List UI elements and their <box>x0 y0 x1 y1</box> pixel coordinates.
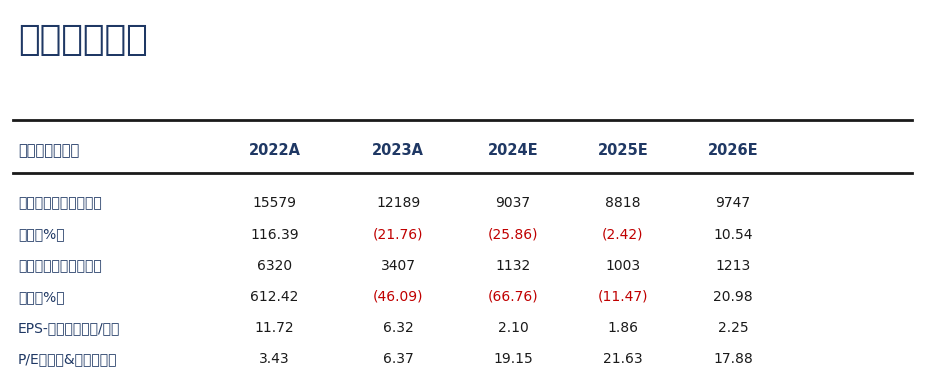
Text: 10.54: 10.54 <box>713 228 753 242</box>
Text: 9747: 9747 <box>715 196 750 211</box>
Text: EPS-最新摊薄（元/股）: EPS-最新摊薄（元/股） <box>18 321 120 335</box>
Text: (46.09): (46.09) <box>373 290 424 304</box>
Text: 612.42: 612.42 <box>251 290 299 304</box>
Text: 15579: 15579 <box>253 196 297 211</box>
Text: 盈利预测与估值: 盈利预测与估值 <box>18 143 80 158</box>
Text: (66.76): (66.76) <box>487 290 538 304</box>
Text: 9037: 9037 <box>496 196 530 211</box>
Text: 11.72: 11.72 <box>254 321 294 335</box>
Text: 2026E: 2026E <box>708 143 758 158</box>
Text: 2022A: 2022A <box>249 143 301 158</box>
Text: 6.32: 6.32 <box>383 321 413 335</box>
Text: 同比（%）: 同比（%） <box>18 228 65 242</box>
Text: 6.37: 6.37 <box>383 352 413 366</box>
Text: 3407: 3407 <box>381 259 416 273</box>
Text: 1132: 1132 <box>495 259 531 273</box>
Text: 17.88: 17.88 <box>713 352 753 366</box>
Text: 19.15: 19.15 <box>493 352 533 366</box>
Text: 21.63: 21.63 <box>603 352 643 366</box>
Text: 1003: 1003 <box>605 259 640 273</box>
Text: 116.39: 116.39 <box>251 228 299 242</box>
Text: P/E（现价&最新摊薄）: P/E（现价&最新摊薄） <box>18 352 117 366</box>
Text: 同比（%）: 同比（%） <box>18 290 65 304</box>
Text: 营业总收入（百万元）: 营业总收入（百万元） <box>18 196 102 211</box>
Text: (2.42): (2.42) <box>602 228 644 242</box>
Text: 买入（维持）: 买入（维持） <box>18 23 148 57</box>
Text: 归母净利润（百万元）: 归母净利润（百万元） <box>18 259 102 273</box>
Text: 2.25: 2.25 <box>718 321 748 335</box>
Text: (25.86): (25.86) <box>487 228 538 242</box>
Text: 8818: 8818 <box>605 196 641 211</box>
Text: 2025E: 2025E <box>598 143 648 158</box>
Text: 2024E: 2024E <box>487 143 538 158</box>
Text: 3.43: 3.43 <box>259 352 290 366</box>
Text: 12189: 12189 <box>376 196 421 211</box>
Text: 6320: 6320 <box>257 259 292 273</box>
Text: 20.98: 20.98 <box>713 290 753 304</box>
Text: (11.47): (11.47) <box>598 290 648 304</box>
Text: 2023A: 2023A <box>373 143 425 158</box>
Text: (21.76): (21.76) <box>373 228 424 242</box>
Text: 1.86: 1.86 <box>608 321 638 335</box>
Text: 2.10: 2.10 <box>498 321 528 335</box>
Text: 1213: 1213 <box>715 259 750 273</box>
